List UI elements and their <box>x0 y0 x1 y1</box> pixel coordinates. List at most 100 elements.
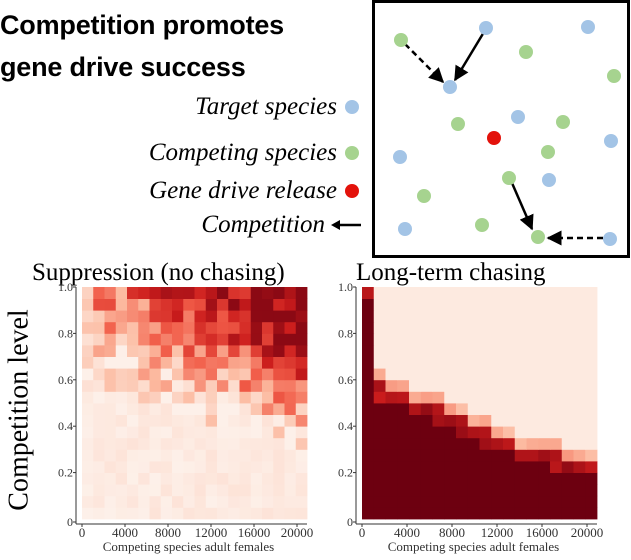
heatmap-cell <box>228 484 240 497</box>
heatmap-cell <box>385 437 398 450</box>
heatmap-cell <box>205 368 218 381</box>
heatmap-cell <box>160 310 173 323</box>
heatmap-cell <box>514 403 527 415</box>
competing-dot-8 <box>475 218 489 232</box>
heatmap-cell <box>262 310 274 323</box>
heatmap-cell <box>432 356 445 369</box>
heatmap-cell <box>467 391 480 404</box>
heatmap-cell <box>585 345 598 357</box>
heatmap-cell <box>467 472 480 485</box>
heatmap-cell <box>262 484 274 497</box>
heatmap-cell <box>526 333 539 346</box>
release-dot-0 <box>487 131 501 145</box>
heatmap-cell <box>239 437 252 450</box>
heatmap-cell <box>491 379 504 392</box>
heatmap-cell <box>503 449 516 462</box>
heatmap-cell <box>228 321 240 334</box>
heatmap-cell <box>491 368 504 381</box>
heatmap-cell <box>538 321 551 334</box>
heatmap-cell <box>160 379 173 392</box>
heatmap-cell <box>456 461 469 473</box>
y-tick-label: 0.6 <box>338 373 353 387</box>
heatmap-cell <box>295 426 308 439</box>
heatmap-cell <box>432 287 445 299</box>
heatmap-cell <box>239 298 252 311</box>
heatmap-cell <box>467 495 480 508</box>
heatmap-cell <box>362 287 375 299</box>
heatmap-cell <box>456 414 469 427</box>
heatmap-cell <box>373 368 386 381</box>
heatmap-cell <box>250 507 263 520</box>
heatmap-cell <box>503 484 516 497</box>
schematic-inset <box>372 0 630 258</box>
heatmap-cell <box>149 414 162 427</box>
heatmap-cell <box>104 414 117 427</box>
x-tick-label: 0 <box>359 525 366 540</box>
heatmap-cell <box>479 391 492 404</box>
heatmap-cell <box>93 472 105 485</box>
heatmap-cell <box>409 449 422 462</box>
heatmap-cell <box>295 298 308 311</box>
heatmap-cell <box>491 310 504 323</box>
heatmap-cell <box>115 495 128 508</box>
heatmap-cell <box>172 333 184 346</box>
heatmap-cell <box>467 345 480 357</box>
heatmap-cell <box>262 368 274 381</box>
heatmap-cell <box>127 426 139 439</box>
heatmap-cell <box>93 356 105 369</box>
heatmap-cell <box>115 287 128 299</box>
heatmap-cell <box>444 321 457 334</box>
heatmap-cell <box>160 345 173 357</box>
heatmap-cell <box>217 403 229 415</box>
heatmap-cell <box>295 437 308 450</box>
heatmap-cell <box>385 426 398 439</box>
heatmap-cell <box>127 484 139 497</box>
heatmap-cell <box>138 472 150 485</box>
heatmap-cell <box>82 449 94 462</box>
y-tick-label: 1.0 <box>58 280 73 294</box>
heatmap-cell <box>93 484 105 497</box>
heatmap-cell <box>127 333 139 346</box>
heatmap-cell <box>373 461 386 473</box>
competition-arrow-icon <box>331 220 361 230</box>
heatmap-cell <box>409 321 422 334</box>
heatmap-cell <box>561 495 574 508</box>
heatmap-cell <box>538 414 551 427</box>
heatmap-cell <box>104 287 117 299</box>
heatmap-cell <box>205 379 218 392</box>
heatmap-cell <box>409 495 422 508</box>
heatmap-cell <box>432 437 445 450</box>
heatmap-cell <box>362 368 375 381</box>
heatmap-cell <box>183 414 195 427</box>
heatmap-cell <box>295 414 308 427</box>
heatmap-cell <box>93 379 105 392</box>
heatmap-cell <box>217 345 229 357</box>
heatmap-cell <box>239 356 252 369</box>
heatmap-cell <box>409 310 422 323</box>
heatmap-cell <box>538 507 551 520</box>
heatmap-cell <box>273 403 285 415</box>
heatmap-cell <box>479 495 492 508</box>
heatmap-cell <box>115 484 128 497</box>
heatmap-cell <box>149 495 162 508</box>
heatmap-cell <box>526 287 539 299</box>
heatmap-cell <box>561 414 574 427</box>
heatmap-cell <box>284 495 297 508</box>
heatmap-cell <box>526 391 539 404</box>
heatmap-cell <box>550 298 563 311</box>
heatmap-cell <box>160 403 173 415</box>
heatmap-cell <box>514 495 527 508</box>
heatmap-cell <box>82 403 94 415</box>
heatmap-cell <box>362 484 375 497</box>
heatmap-cell <box>373 403 386 415</box>
heatmap-cell <box>228 310 240 323</box>
heatmap-cell <box>138 495 150 508</box>
heatmap-cell <box>239 345 252 357</box>
target-dot-8 <box>603 232 617 246</box>
panel-title-suppression: Suppression (no chasing) <box>32 259 285 286</box>
heatmap-cell <box>444 356 457 369</box>
figure-title: Competition promotes gene drive success <box>0 4 372 88</box>
heatmap-cell <box>373 437 386 450</box>
heatmap-cell <box>273 472 285 485</box>
heatmap-cell <box>585 391 598 404</box>
